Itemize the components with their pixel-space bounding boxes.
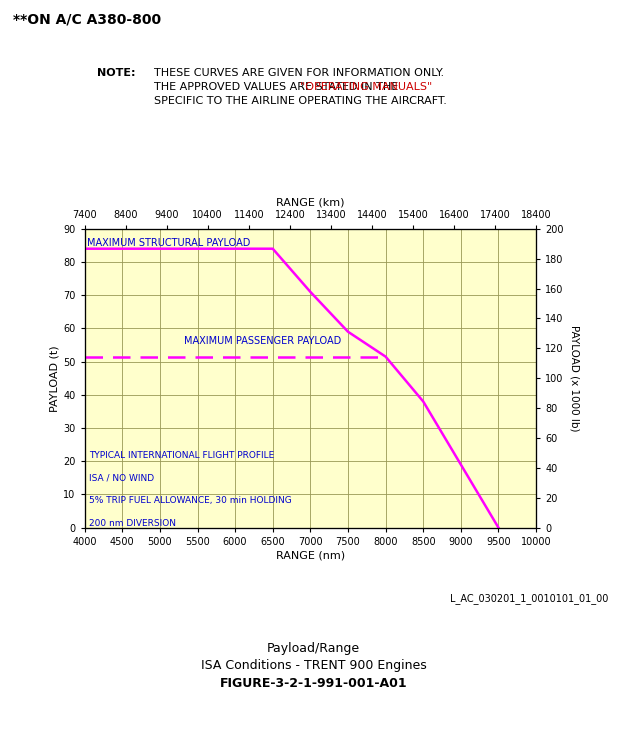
Y-axis label: PAYLOAD (t): PAYLOAD (t) xyxy=(49,345,59,412)
Text: MAXIMUM PASSENGER PAYLOAD: MAXIMUM PASSENGER PAYLOAD xyxy=(184,336,341,346)
X-axis label: RANGE (nm): RANGE (nm) xyxy=(276,551,345,561)
Text: SPECIFIC TO THE AIRLINE OPERATING THE AIRCRAFT.: SPECIFIC TO THE AIRLINE OPERATING THE AI… xyxy=(154,96,446,106)
Text: Payload/Range: Payload/Range xyxy=(267,642,360,655)
Text: TYPICAL INTERNATIONAL FLIGHT PROFILE: TYPICAL INTERNATIONAL FLIGHT PROFILE xyxy=(89,452,275,461)
Text: 5% TRIP FUEL ALLOWANCE, 30 min HOLDING: 5% TRIP FUEL ALLOWANCE, 30 min HOLDING xyxy=(89,496,292,506)
Text: **ON A/C A380-800: **ON A/C A380-800 xyxy=(13,13,161,27)
Text: MAXIMUM STRUCTURAL PAYLOAD: MAXIMUM STRUCTURAL PAYLOAD xyxy=(87,238,250,248)
Text: 200 nm DIVERSION: 200 nm DIVERSION xyxy=(89,519,176,528)
Text: THE APPROVED VALUES ARE STATED IN THE: THE APPROVED VALUES ARE STATED IN THE xyxy=(154,82,401,92)
Text: L_AC_030201_1_0010101_01_00: L_AC_030201_1_0010101_01_00 xyxy=(450,593,608,604)
Text: "OPERATING MANUALS": "OPERATING MANUALS" xyxy=(300,82,433,92)
Text: THESE CURVES ARE GIVEN FOR INFORMATION ONLY.: THESE CURVES ARE GIVEN FOR INFORMATION O… xyxy=(154,68,444,78)
Text: NOTE:: NOTE: xyxy=(97,68,135,78)
X-axis label: RANGE (km): RANGE (km) xyxy=(276,198,345,207)
Y-axis label: PAYLOAD (x 1000 lb): PAYLOAD (x 1000 lb) xyxy=(569,325,579,432)
Text: ISA Conditions - TRENT 900 Engines: ISA Conditions - TRENT 900 Engines xyxy=(201,659,426,672)
Text: ISA / NO WIND: ISA / NO WIND xyxy=(89,474,154,483)
Text: FIGURE-3-2-1-991-001-A01: FIGURE-3-2-1-991-001-A01 xyxy=(219,677,408,690)
